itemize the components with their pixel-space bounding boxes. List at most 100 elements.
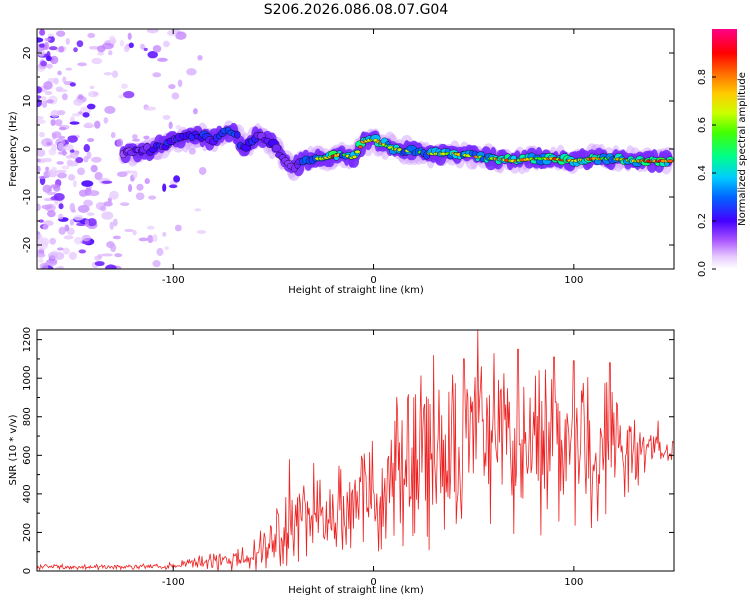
noise-blob [162,232,167,237]
noise-blob [103,72,113,76]
noise-blob [196,229,207,235]
noise-blob [38,175,47,179]
noise-blob [56,161,64,165]
noise-blob [110,243,117,253]
noise-blob [71,113,82,117]
noise-blob [119,40,125,47]
noise-blob [116,138,124,147]
noise-blob [53,193,65,201]
noise-blob [108,50,113,56]
noise-blob [54,200,59,205]
noise-blob [37,37,44,43]
noise-blob [41,96,47,102]
noise-blob [58,226,66,235]
noise-blob [73,98,83,106]
noise-blob [144,106,157,111]
noise-blob [114,253,123,258]
noise-blob [68,174,76,181]
snr-series-line [37,330,674,571]
colorbar-tick-label: 0.4 [697,165,708,181]
noise-blob [50,119,56,126]
noise-blob [49,55,59,65]
noise-blob [57,70,62,76]
snr-x-label: Height of straight line (km) [288,585,424,596]
noise-blob [65,38,70,45]
noise-blob [61,165,70,170]
noise-blob [97,51,105,56]
noise-blob [37,148,46,157]
noise-blob [53,185,61,192]
noise-blob [42,223,49,230]
noise-blob [194,208,202,212]
spectrogram-x-tick-label: -100 [162,275,185,286]
snr-y-tick-label: 400 [22,484,33,503]
noise-blob [41,138,54,147]
noise-blob [143,47,148,52]
noise-blob [112,235,121,240]
colorbar: 0.0 0.2 0.4 0.6 0.8 Normalized spectral ampl… [697,29,748,277]
noise-blob [68,251,77,261]
noise-blob [58,135,66,140]
spectrogram-x-tick-label: 0 [370,275,376,286]
snr-x-tick-label: 0 [370,577,376,588]
noise-blob [92,91,99,96]
noise-blob [167,29,178,36]
noise-blob [39,29,46,36]
noise-blob [168,84,176,90]
noise-blob [57,213,64,220]
noise-blob [44,37,52,42]
noise-blob [83,155,89,163]
noise-blob [88,190,100,197]
noise-blob [156,247,164,256]
noise-blob [89,85,95,90]
noise-blob [146,225,155,230]
colorbar-tick-label: 0.0 [697,261,708,277]
spectrogram-y-tick-label: 10 [22,95,33,108]
noise-blob [103,201,113,207]
noise-blob [46,141,52,146]
noise-blob [104,106,116,114]
noise-blob [67,135,78,143]
noise-blob [94,120,101,129]
noise-blob [168,121,173,130]
noise-blob [63,144,74,151]
noise-blob [111,70,119,79]
noise-blob [109,221,114,230]
noise-blob [42,184,52,193]
spectrogram-y-label: Frequency (Hz) [8,111,19,187]
noise-blob [73,214,84,221]
noise-blob [91,156,102,163]
noise-blob [58,203,64,210]
noise-blob [132,230,137,236]
noise-blob [101,180,113,184]
noise-blob [152,234,158,243]
ridge-mid [271,143,281,153]
noise-blob [101,211,114,220]
noise-blob [128,183,133,193]
noise-blob [127,32,132,40]
noise-blob [123,45,130,53]
noise-blob [39,131,45,138]
noise-blob [87,218,97,227]
noise-blob [94,171,103,181]
noise-blob [57,142,64,151]
noise-blob [162,114,171,120]
noise-blob [73,47,78,53]
snr-y-tick-label: 1200 [22,327,33,352]
noise-blob [55,169,67,174]
noise-blob [90,164,98,173]
noise-blob [40,60,48,67]
noise-blob [45,99,54,104]
noise-blob [47,210,56,218]
noise-blob [65,67,73,71]
noise-blob [53,77,59,85]
noise-blob [55,86,64,92]
noise-blob [157,57,168,62]
ridge-mid [234,130,241,139]
noise-blob [46,63,53,69]
noise-blob [44,90,53,95]
noise-blob [69,82,76,87]
noise-blob [46,258,58,264]
noise-blob [162,40,170,48]
